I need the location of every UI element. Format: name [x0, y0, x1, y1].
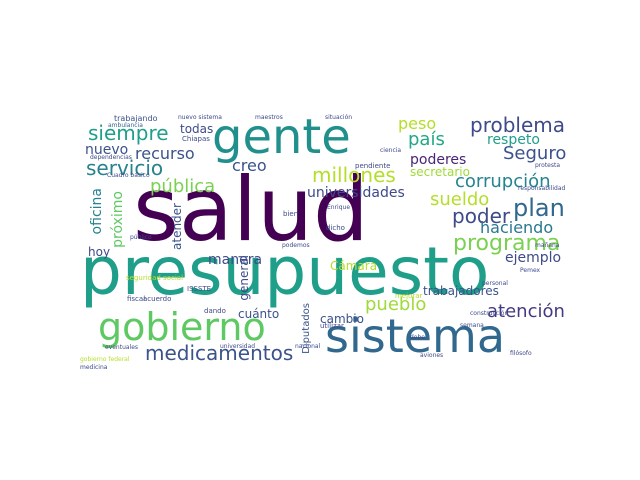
- cloud-word: trabajando: [114, 114, 158, 123]
- cloud-word: gobierno: [98, 305, 266, 349]
- cloud-word: pública: [150, 176, 216, 197]
- cloud-word: siempre: [88, 121, 169, 145]
- cloud-word: responsabilidad: [518, 185, 566, 192]
- cloud-word: universidades: [307, 185, 405, 201]
- cloud-word: gobierno federal: [80, 356, 130, 363]
- cloud-word: ISSSTE: [187, 285, 212, 293]
- cloud-word: ambulancia: [108, 122, 143, 129]
- cloud-word: pueblo: [365, 294, 427, 315]
- cloud-word: Chiapas: [182, 135, 210, 143]
- cloud-word: acuerdo: [143, 295, 172, 303]
- cloud-word: nuevo: [85, 142, 129, 158]
- cloud-word: eventuales: [105, 344, 139, 351]
- cloud-word: presupuesto: [80, 233, 490, 310]
- cloud-word: general: [237, 255, 251, 301]
- cloud-word: millones: [312, 163, 396, 187]
- cloud-word: poderes: [410, 152, 467, 168]
- cloud-word: Cámara: [330, 259, 378, 273]
- cloud-word: pendiente: [355, 162, 391, 170]
- cloud-word: mañana: [535, 242, 560, 249]
- cloud-word: Pemex: [520, 267, 541, 274]
- cloud-word: sueldo: [430, 189, 490, 210]
- cloud-word: secretario: [410, 165, 470, 179]
- cloud-word: dicho: [326, 224, 345, 232]
- cloud-word: sistema: [325, 309, 506, 363]
- cloud-word: situación: [325, 114, 353, 121]
- cloud-word: Enrique: [327, 204, 351, 211]
- cloud-word: servicio: [86, 156, 164, 180]
- cloud-word: atención: [487, 301, 565, 322]
- cloud-word: atender: [170, 203, 184, 250]
- cloud-word: semana: [460, 322, 484, 329]
- cloud-word: nuevo sistema: [178, 114, 222, 121]
- cloud-word: problema: [470, 113, 566, 137]
- cloud-word: país: [408, 129, 445, 150]
- cloud-word: ejemplo: [505, 250, 562, 266]
- cloud-word: hoy: [88, 245, 111, 259]
- cloud-word: mejorar: [395, 292, 423, 300]
- cloud-word: construcción: [470, 310, 509, 317]
- cloud-word: salud: [133, 158, 369, 261]
- cloud-word: cuánto: [238, 307, 280, 321]
- cloud-word: dependencias: [90, 154, 132, 161]
- cloud-word: todas: [180, 122, 214, 136]
- cloud-word: peso: [398, 114, 437, 133]
- cloud-word: plan: [513, 194, 565, 222]
- cloud-word: recurso: [135, 144, 195, 163]
- cloud-word: programa: [453, 231, 561, 256]
- cloud-word: personal: [482, 280, 508, 287]
- cloud-word: respeto: [487, 132, 540, 148]
- cloud-word: seguridad social: [126, 274, 184, 282]
- cloud-word: protesta: [535, 162, 561, 169]
- cloud-word: aviones: [420, 352, 444, 359]
- cloud-word: ciencia: [380, 147, 402, 154]
- cloud-word: público: [130, 234, 152, 241]
- cloud-word: Cuadro básico: [107, 172, 150, 179]
- cloud-word: oficina: [89, 188, 105, 235]
- cloud-word: universidad: [220, 343, 256, 350]
- cloud-word: medicamentos: [145, 341, 294, 365]
- cloud-word: utilizar: [320, 322, 344, 330]
- cloud-word: medicina: [80, 364, 108, 371]
- cloud-word: Seguro: [503, 143, 567, 164]
- cloud-word: nacional: [295, 343, 321, 350]
- cloud-word: debe: [410, 334, 425, 341]
- cloud-word: maestros: [255, 114, 283, 121]
- cloud-word: próximo: [110, 191, 126, 248]
- cloud-word: manera: [208, 252, 263, 268]
- cloud-word: corrupción: [455, 171, 551, 192]
- cloud-word: gente: [212, 109, 351, 165]
- cloud-word: haciendo: [480, 218, 554, 237]
- cloud-word: cambio: [320, 312, 364, 326]
- cloud-word: fiscal: [127, 295, 146, 303]
- cloud-word: trabajadores: [423, 284, 499, 298]
- cloud-word: filósofo: [510, 350, 532, 357]
- cloud-word: creo: [232, 156, 267, 175]
- word-cloud: salud presupuesto gente sistema gobierno medi…: [80, 103, 577, 372]
- cloud-word: bien: [283, 210, 299, 218]
- cloud-word: poder: [452, 204, 511, 228]
- cloud-word: podemos: [282, 242, 310, 249]
- cloud-word: dando: [204, 307, 226, 315]
